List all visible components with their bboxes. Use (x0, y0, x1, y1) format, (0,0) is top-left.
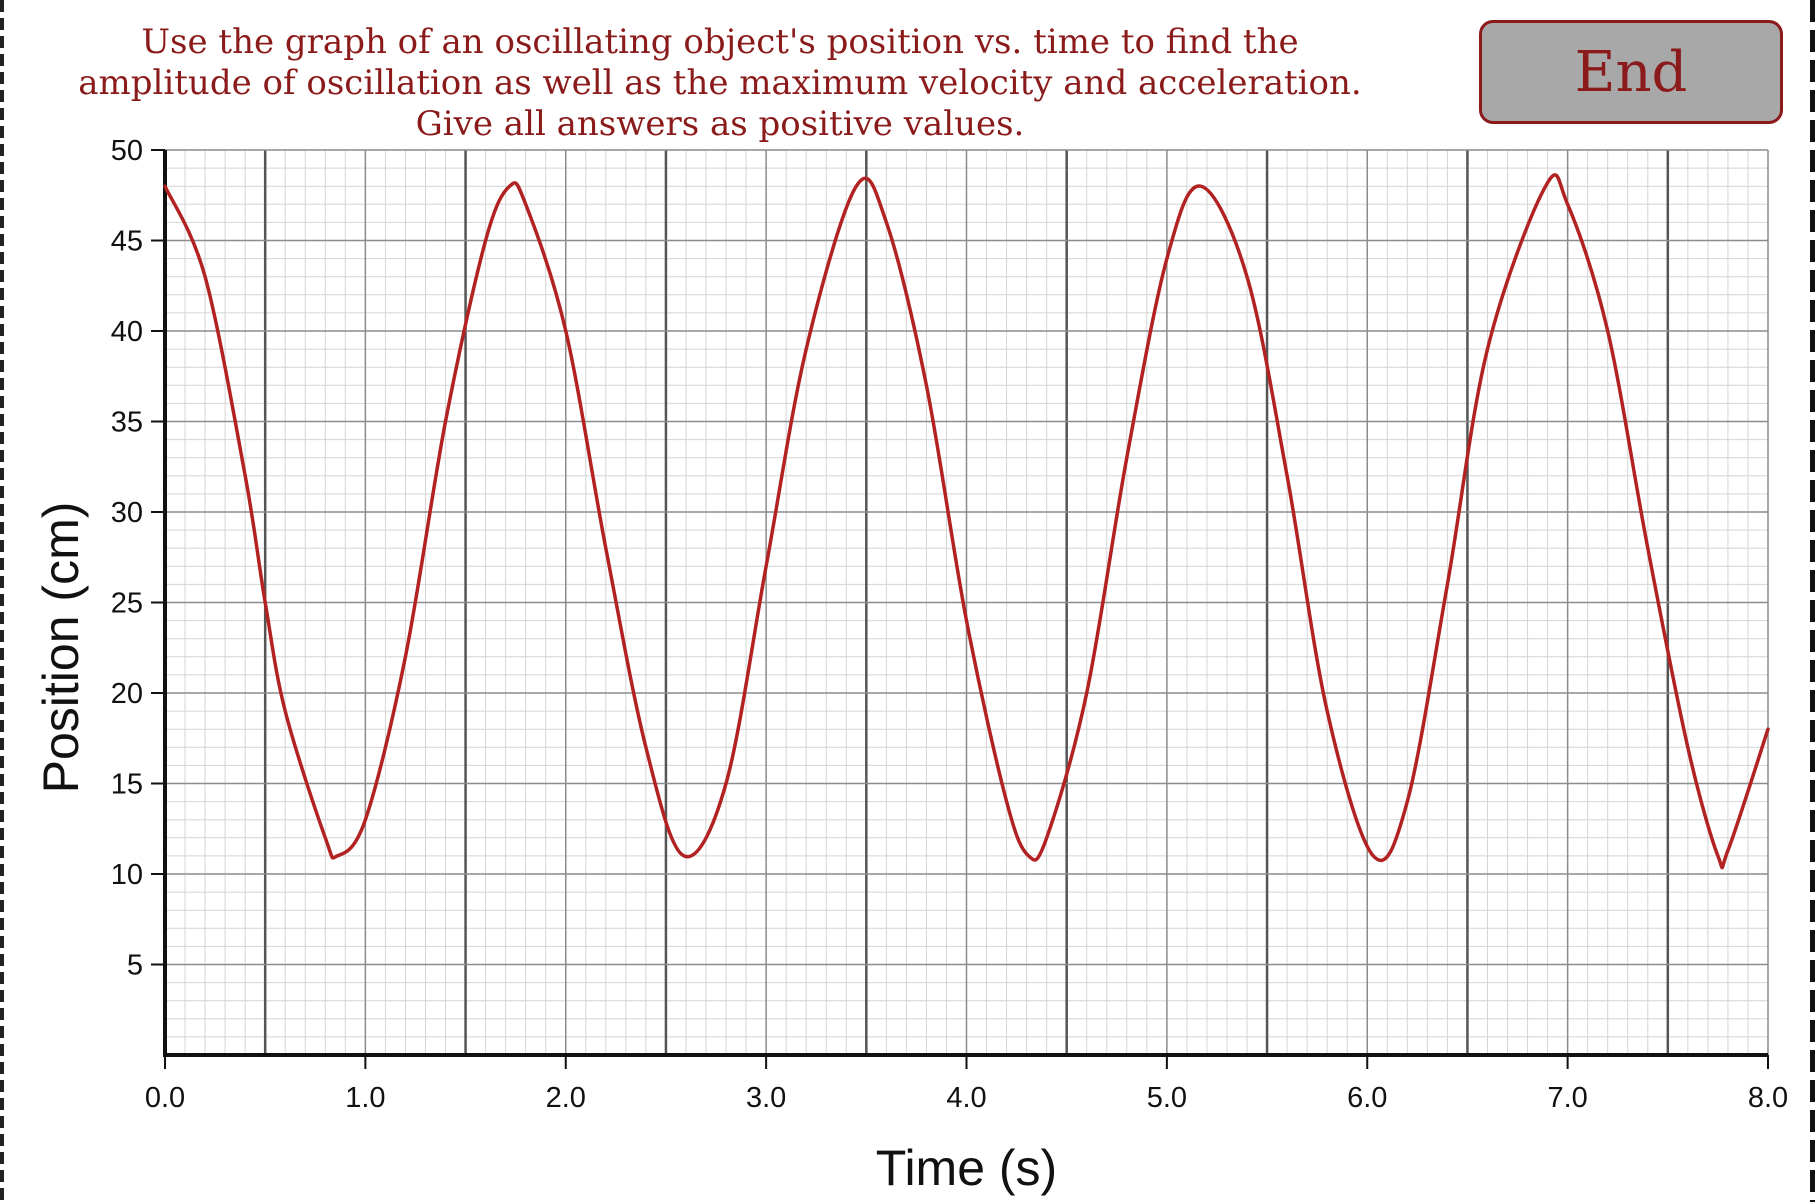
y-tick-label: 5 (127, 950, 143, 982)
x-tick-label: 3.0 (746, 1082, 786, 1114)
major-grid (164, 149, 1769, 1056)
x-tick-label: 0.0 (145, 1082, 185, 1114)
chart-axes (151, 149, 1769, 1069)
x-tick-label: 2.0 (546, 1082, 586, 1114)
x-axis-title: Time (s) (876, 1140, 1057, 1196)
end-button[interactable]: End (1479, 20, 1783, 124)
y-axis-title: Position (cm) (33, 502, 89, 794)
question-text: Use the graph of an oscillating object's… (78, 22, 1362, 144)
y-tick-labels: 5 10 15 20 25 30 35 40 45 50 (111, 135, 143, 982)
y-tick-label: 45 (111, 226, 143, 258)
y-tick-label: 20 (111, 678, 143, 710)
y-tick-label: 10 (111, 859, 143, 891)
y-tick-label: 40 (111, 316, 143, 348)
x-tick-label: 7.0 (1547, 1082, 1587, 1114)
x-tick-label: 6.0 (1347, 1082, 1387, 1114)
x-tick-labels: 0.0 1.0 2.0 3.0 4.0 5.0 6.0 7.0 8.0 (145, 1082, 1788, 1114)
x-tick-label: 4.0 (946, 1082, 986, 1114)
y-tick-label: 15 (111, 769, 143, 801)
y-tick-label: 50 (111, 135, 143, 167)
y-tick-label: 30 (111, 497, 143, 529)
right-page-border (1810, 0, 1815, 1202)
position-series-line (163, 173, 1770, 870)
left-page-border (0, 0, 4, 1202)
series-layer (163, 173, 1770, 870)
x-tick-label: 1.0 (345, 1082, 385, 1114)
y-tick-label: 35 (111, 407, 143, 439)
x-tick-label: 5.0 (1147, 1082, 1187, 1114)
x-tick-label: 8.0 (1748, 1082, 1788, 1114)
y-tick-label: 25 (111, 588, 143, 620)
